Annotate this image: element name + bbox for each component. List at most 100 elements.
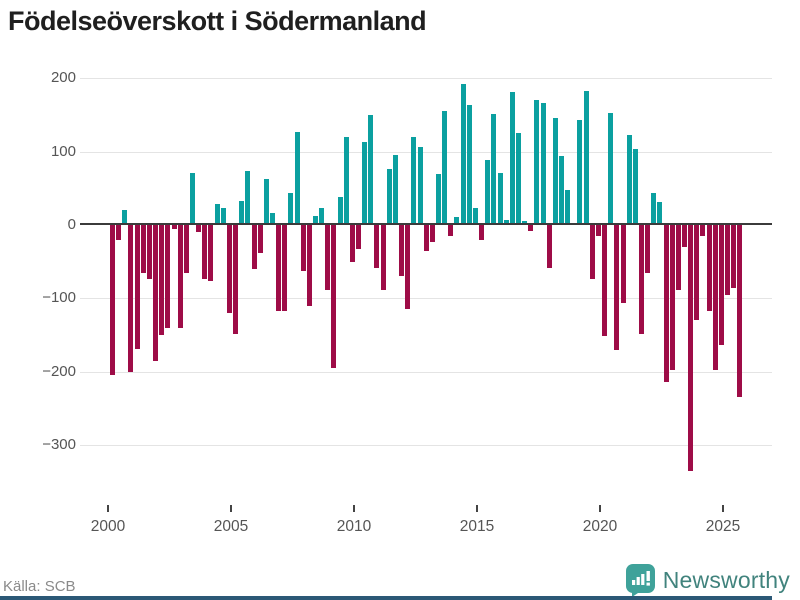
bottom-accent-bar	[0, 596, 772, 600]
bar-2012-q4	[423, 225, 429, 251]
bar-2003-q1	[183, 225, 189, 273]
y-axis-label--300: −300	[42, 436, 76, 453]
bar-2016-q1	[503, 220, 509, 223]
bar-2019-q4	[595, 225, 601, 236]
bar-2002-q1	[159, 225, 165, 335]
bar-2015-q4	[497, 173, 503, 223]
newsworthy-icon	[625, 563, 656, 597]
x-axis-label-2020: 2020	[582, 518, 618, 535]
bar-2009-q2	[337, 197, 343, 223]
bar-2000-q3	[122, 209, 128, 223]
bar-2014-q1	[454, 217, 460, 223]
bar-2007-q1	[282, 225, 288, 311]
bar-2022-q4	[669, 225, 675, 370]
x-axis-tick-2010	[353, 505, 355, 512]
bar-2021-q4	[645, 225, 651, 273]
bar-2010-q4	[374, 225, 380, 268]
bar-2003-q4	[202, 225, 208, 280]
bar-2020-q4	[620, 225, 626, 303]
bar-2022-q2	[657, 201, 663, 223]
newsworthy-logo[interactable]: Newsworthy	[625, 563, 790, 597]
bar-2014-q3	[466, 104, 472, 223]
bar-2018-q1	[552, 118, 558, 223]
bar-2017-q1	[528, 225, 534, 231]
gridline-200	[80, 78, 772, 80]
bar-2020-q1	[602, 225, 607, 336]
x-axis-tick-2025	[722, 505, 724, 512]
bar-2018-q3	[565, 190, 571, 223]
bar-2024-q3	[712, 225, 718, 370]
brand-name: Newsworthy	[662, 567, 790, 593]
bar-2022-q3	[663, 225, 669, 382]
bar-2008-q1	[306, 225, 312, 306]
x-axis-label-2010: 2010	[336, 518, 372, 535]
bar-2013-q4	[448, 225, 454, 236]
bar-2006-q4	[276, 225, 282, 311]
y-axis-label--200: −200	[42, 362, 76, 380]
bar-2011-q3	[392, 154, 398, 223]
gridline--300	[80, 445, 772, 446]
bar-2000-q1	[110, 225, 115, 376]
x-axis-tick-2000	[107, 505, 109, 512]
y-axis-label-100: 100	[50, 142, 76, 160]
gridline-100	[80, 151, 772, 153]
bar-2009-q3	[343, 137, 349, 223]
bar-2004-q1	[208, 225, 214, 281]
bar-2002-q3	[171, 225, 177, 229]
bar-2010-q2	[362, 141, 368, 223]
bar-2016-q4	[522, 220, 527, 223]
bar-2016-q2	[509, 91, 515, 223]
bar-2008-q2	[313, 216, 318, 223]
bar-2004-q4	[226, 225, 232, 313]
bar-2024-q1	[700, 225, 706, 236]
bar-2017-q2	[534, 99, 540, 223]
bar-2020-q3	[614, 225, 620, 351]
bar-2013-q1	[429, 225, 435, 242]
bar-2021-q2	[632, 148, 638, 223]
x-axis-tick-2020	[599, 505, 601, 512]
bar-2002-q2	[165, 225, 171, 328]
bar-2005-q4	[251, 225, 257, 269]
bar-2000-q4	[128, 225, 134, 372]
source-label: Källa: SCB	[3, 578, 76, 595]
bar-2005-q3	[245, 170, 251, 223]
bar-2011-q1	[380, 225, 386, 291]
bar-2001-q1	[134, 225, 140, 349]
bar-2006-q2	[263, 179, 269, 223]
bar-2020-q2	[608, 113, 614, 223]
bar-2013-q2	[436, 173, 441, 223]
y-axis-label-0: 0	[67, 216, 76, 233]
bar-2008-q3	[319, 207, 325, 223]
bar-2011-q2	[386, 168, 392, 223]
bar-2012-q2	[411, 137, 417, 223]
bar-2015-q3	[491, 113, 497, 223]
page-title: Födelseöverskott i Södermanland	[8, 6, 427, 36]
x-axis-label-2005: 2005	[213, 518, 249, 535]
bar-2000-q2	[116, 225, 122, 240]
bar-2017-q4	[546, 225, 552, 269]
bar-2014-q2	[460, 83, 466, 223]
bar-2001-q3	[146, 225, 152, 279]
bar-2007-q3	[294, 132, 300, 223]
bar-2019-q1	[577, 120, 583, 223]
bar-2006-q3	[269, 212, 275, 223]
bar-2008-q4	[325, 225, 331, 290]
bar-2019-q2	[583, 91, 589, 223]
y-axis-label--100: −100	[42, 289, 76, 307]
x-axis-tick-2015	[476, 505, 478, 512]
bar-2024-q4	[718, 225, 724, 346]
bar-2015-q1	[479, 225, 484, 240]
bar-2009-q1	[331, 225, 337, 368]
bar-2013-q3	[442, 110, 448, 223]
bar-2016-q3	[515, 132, 521, 223]
bar-2015-q2	[485, 159, 491, 223]
bar-2019-q3	[589, 225, 595, 279]
bar-2003-q2	[189, 173, 195, 223]
zero-axis-line	[80, 223, 772, 225]
bar-2009-q4	[349, 225, 355, 263]
x-axis-label-2025: 2025	[705, 518, 741, 535]
bar-2025-q1	[725, 225, 730, 295]
bar-2017-q3	[540, 102, 546, 223]
